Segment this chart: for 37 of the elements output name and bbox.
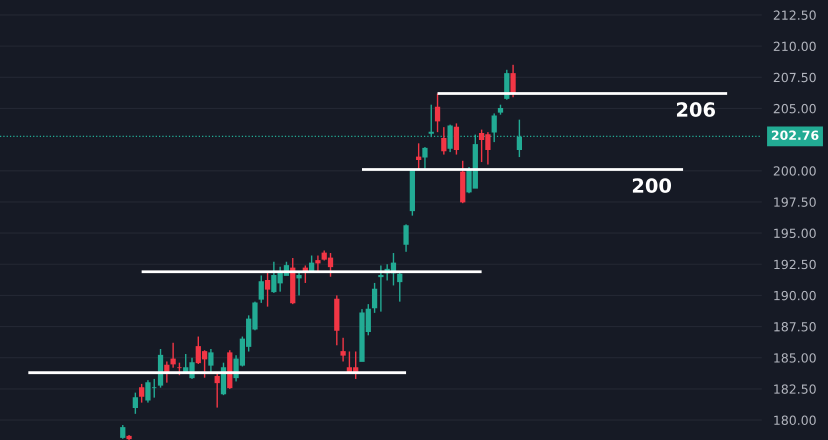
y-tick-label: 205.00 (774, 104, 816, 114)
candlestick (132, 392, 138, 415)
candlestick (258, 274, 264, 304)
y-tick-label: 187.50 (774, 322, 816, 332)
candlestick (264, 271, 270, 308)
candlestick (378, 264, 384, 312)
candlestick (120, 424, 126, 440)
candlestick (428, 104, 434, 138)
candlestick (441, 126, 446, 156)
candlestick (403, 224, 409, 252)
y-tick-label: 210.00 (774, 42, 816, 52)
candlestick (214, 372, 220, 408)
y-tick-label: 182.50 (774, 384, 816, 394)
candlestick (454, 122, 460, 156)
candlestick (170, 342, 176, 368)
y-tick-label: 207.50 (774, 72, 816, 82)
y-tick-label: 190.00 (774, 290, 816, 300)
candlestick (492, 112, 497, 143)
y-tick-label: 195.00 (774, 228, 816, 238)
candlestick (434, 92, 440, 133)
y-tick-label: 197.50 (774, 197, 816, 207)
candlestick (139, 383, 144, 404)
candlestick (397, 271, 402, 302)
y-tick-label: 200.00 (774, 166, 816, 176)
series-label: 206 (676, 102, 715, 117)
series-label: 200 (632, 178, 672, 193)
candlestick (422, 146, 428, 170)
y-tick-label: 185.00 (774, 353, 816, 363)
candlestick (372, 282, 378, 314)
candlestick (315, 254, 321, 272)
candlestick (340, 337, 346, 362)
candlestick (416, 142, 422, 170)
y-tick-label: 180.00 (774, 416, 816, 425)
y-tick-label: 192.50 (774, 260, 816, 270)
ref-line-label: 202.76 (772, 130, 818, 140)
y-tick-label: 212.50 (774, 10, 816, 20)
candlestick (498, 104, 504, 116)
